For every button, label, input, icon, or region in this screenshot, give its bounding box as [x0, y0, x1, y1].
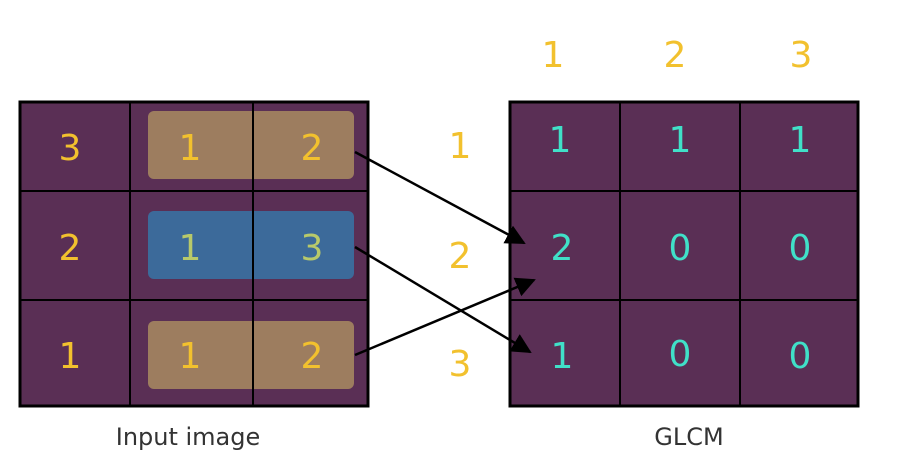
arrow-row1-to-glcm-1-2	[354, 150, 526, 245]
glcm-col-label-2: 2	[664, 35, 687, 76]
input-highlight-row-1	[148, 111, 354, 179]
glcm-row-labels: 1 2 3	[449, 126, 472, 385]
input-cell-r2-c3: 3	[301, 228, 324, 269]
input-highlight-row-3	[148, 321, 354, 389]
input-cell-r3-c3: 2	[301, 336, 324, 377]
glcm-row-label-1: 1	[449, 126, 472, 167]
arrow-row3-to-glcm-1-2	[354, 277, 536, 357]
input-cell-r3-c1: 1	[59, 336, 82, 377]
input-cell-r2-c2: 1	[179, 228, 202, 269]
glcm-col-label-3: 3	[790, 35, 813, 76]
glcm-cell-r2-c1: 2	[551, 228, 574, 269]
glcm-col-label-1: 1	[542, 35, 565, 76]
glcm-cell-r1-c1: 1	[549, 120, 572, 161]
glcm-grid-background	[510, 102, 858, 406]
input-cell-r1-c1: 3	[59, 128, 82, 169]
glcm-row-label-3: 3	[449, 344, 472, 385]
glcm-column-labels: 1 2 3	[542, 35, 813, 76]
input-image-grid: 3 1 2 2 1 3 1 1 2	[18, 100, 370, 408]
glcm-cell-r3-c2: 0	[669, 334, 692, 375]
input-image-caption: Input image	[116, 423, 261, 451]
input-cell-r2-c1: 2	[59, 228, 82, 269]
arrows	[354, 150, 536, 357]
glcm-cell-r3-c1: 1	[551, 336, 574, 377]
glcm-cell-r1-c2: 1	[669, 120, 692, 161]
arrow-row2-to-glcm-1-3	[354, 245, 532, 354]
glcm-caption: GLCM	[654, 423, 723, 451]
glcm-grid-border	[508, 100, 860, 408]
glcm-cell-r3-c3: 0	[789, 336, 812, 377]
input-cell-r3-c2: 1	[179, 336, 202, 377]
glcm-cell-r2-c3: 0	[789, 228, 812, 269]
glcm-cell-r1-c3: 1	[789, 120, 812, 161]
input-cell-r1-c3: 2	[301, 128, 324, 169]
input-highlight-row-2	[148, 211, 354, 279]
input-cell-r1-c2: 1	[179, 128, 202, 169]
glcm-grid: 1 1 1 2 0 0 1 0 0	[508, 100, 860, 408]
glcm-row-label-2: 2	[449, 236, 472, 277]
glcm-cell-r2-c2: 0	[669, 228, 692, 269]
